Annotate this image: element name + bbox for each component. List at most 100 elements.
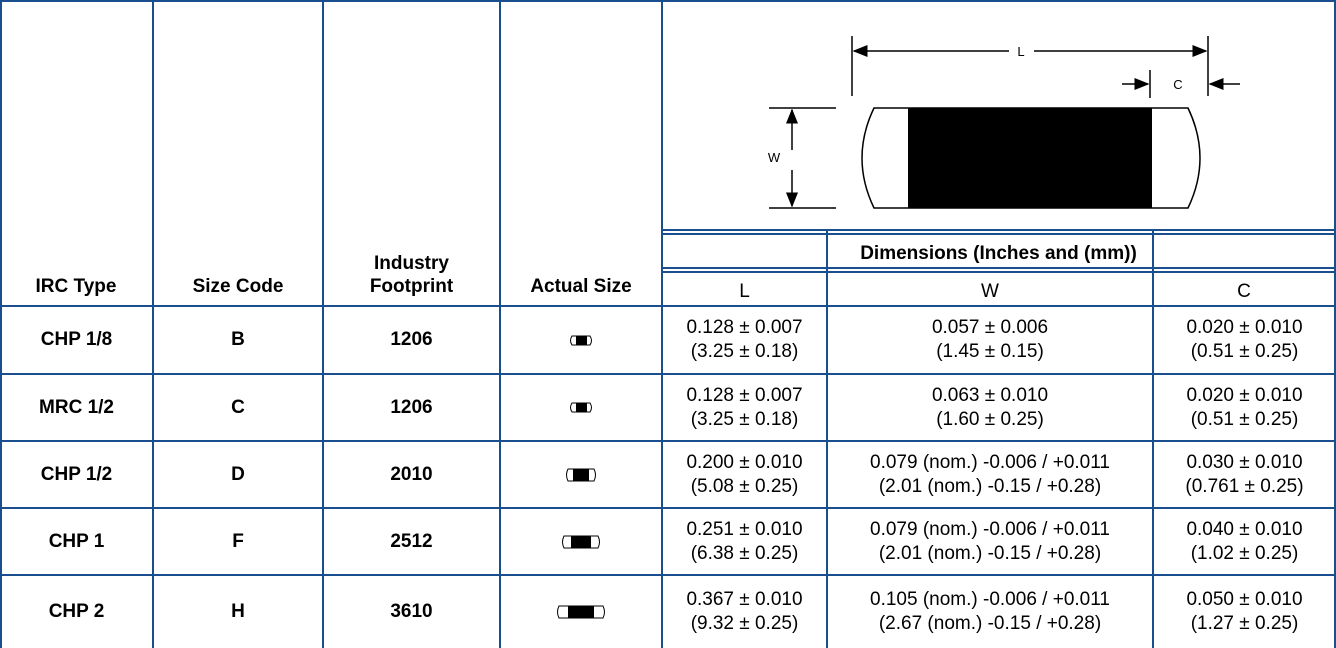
c-mm: (0.761 ± 0.25) xyxy=(1185,475,1304,497)
header-actual-size-label: Actual Size xyxy=(530,276,632,297)
cell-dim-c: 0.030 ± 0.010 (0.761 ± 0.25) xyxy=(1153,441,1336,508)
size-code-value: C xyxy=(231,396,245,418)
c-mm: (1.02 ± 0.25) xyxy=(1190,542,1299,564)
irc-type-value: CHP 1/8 xyxy=(40,329,113,350)
cell-footprint: 2512 xyxy=(323,508,500,575)
cell-footprint: 3610 xyxy=(323,575,500,648)
l-mm: (6.38 ± 0.25) xyxy=(690,542,799,564)
table-row: CHP 1/2 D 2010 0.200 ± 0.010 (5.08 ± 0.25) 0… xyxy=(0,441,1336,508)
w-mm: (2.01 (nom.) -0.15 / +0.28) xyxy=(878,475,1102,497)
cell-irc-type: CHP 1/2 xyxy=(0,441,153,508)
irc-type-value: CHP 2 xyxy=(48,600,105,622)
header-size-code-label: Size Code xyxy=(192,276,284,297)
c-inches: 0.020 ± 0.010 xyxy=(1186,317,1303,338)
header-col-w: W xyxy=(827,272,1154,310)
cell-dim-l: 0.128 ± 0.007 (3.25 ± 0.18) xyxy=(662,306,827,374)
w-inches: 0.079 (nom.) -0.006 / +0.011 xyxy=(870,518,1110,540)
header-dimensions: Dimensions (Inches and (mm)) xyxy=(662,234,1334,273)
cell-actual-size xyxy=(500,575,662,648)
header-col-c-label: C xyxy=(1237,280,1251,302)
label-c: C xyxy=(1173,77,1182,92)
header-row-columns: L W C xyxy=(0,272,1334,310)
irc-type-value: MRC 1/2 xyxy=(39,396,114,418)
header-irc-type-label: IRC Type xyxy=(35,276,117,297)
cell-dim-l: 0.251 ± 0.010 (6.38 ± 0.25) xyxy=(662,508,827,575)
header-footprint: Industry Footprint xyxy=(323,0,501,310)
cell-irc-type: MRC 1/2 xyxy=(0,374,153,441)
dimensions-table: IRC Type Size Code Industry Footprint Ac… xyxy=(0,0,1334,310)
cell-size-code: H xyxy=(153,575,323,648)
w-mm: (2.67 (nom.) -0.15 / +0.28) xyxy=(878,612,1102,634)
cell-size-code: B xyxy=(153,306,323,374)
l-mm: (3.25 ± 0.18) xyxy=(690,341,799,362)
cell-dim-c: 0.040 ± 0.010 (1.02 ± 0.25) xyxy=(1153,508,1336,575)
size-code-value: F xyxy=(232,530,244,552)
header-dimensions-label: Dimensions (Inches and (mm)) xyxy=(860,242,1137,264)
cell-size-code: D xyxy=(153,441,323,508)
label-w: W xyxy=(767,150,780,165)
l-mm: (5.08 ± 0.25) xyxy=(690,475,799,497)
l-inches: 0.200 ± 0.010 xyxy=(686,451,803,473)
cell-footprint: 1206 xyxy=(323,374,500,441)
size-code-value: D xyxy=(231,463,245,485)
cell-dim-l: 0.200 ± 0.010 (5.08 ± 0.25) xyxy=(662,441,827,508)
l-mm: (3.25 ± 0.18) xyxy=(690,408,799,430)
table-row: MRC 1/2 C 1206 0.128 ± 0.007 (3.25 ± 0.18) 0… xyxy=(0,374,1336,441)
cell-dim-c: 0.020 ± 0.010 (0.51 ± 0.25) xyxy=(1153,374,1336,441)
header-row-dimensions: Dimensions (Inches and (mm)) xyxy=(0,234,1334,273)
resistor-body xyxy=(907,108,1152,208)
header-col-l: L xyxy=(662,272,828,310)
table-row: CHP 2 H 3610 0.367 ± 0.010 (9.32 ± 0.25) 0.1… xyxy=(0,575,1336,648)
cell-dim-w: 0.105 (nom.) -0.006 / +0.011 (2.67 (nom.)… xyxy=(827,575,1153,648)
cell-dim-w: 0.063 ± 0.010 (1.60 ± 0.25) xyxy=(827,374,1153,441)
resistor-actual-size-icon xyxy=(570,335,592,345)
footprint-value: 3610 xyxy=(390,600,433,622)
cell-dim-l: 0.367 ± 0.010 (9.32 ± 0.25) xyxy=(662,575,827,648)
w-mm: (1.60 ± 0.25) xyxy=(936,408,1044,430)
resistor-diagram: L C W xyxy=(767,36,1240,209)
resistor-actual-size-icon xyxy=(570,402,592,413)
cell-actual-size xyxy=(500,508,662,575)
w-inches: 0.105 (nom.) -0.006 / +0.011 xyxy=(870,588,1110,610)
cell-actual-size xyxy=(500,306,662,374)
resistor-actual-size-icon xyxy=(566,468,596,481)
cell-actual-size xyxy=(500,441,662,508)
header-footprint-line1: Industry xyxy=(374,253,449,274)
cell-dim-c: 0.050 ± 0.010 (1.27 ± 0.25) xyxy=(1153,575,1336,648)
w-inches: 0.057 ± 0.006 xyxy=(931,317,1049,338)
cell-irc-type: CHP 1/8 xyxy=(0,306,153,374)
c-inches: 0.030 ± 0.010 xyxy=(1186,451,1303,473)
w-mm: (2.01 (nom.) -0.15 / +0.28) xyxy=(878,542,1102,564)
cell-irc-type: CHP 2 xyxy=(0,575,153,648)
l-inches: 0.367 ± 0.010 xyxy=(686,588,803,610)
size-code-value: H xyxy=(231,600,245,622)
w-inches: 0.063 ± 0.010 xyxy=(931,384,1049,406)
cell-size-code: F xyxy=(153,508,323,575)
header-irc-type: IRC Type xyxy=(0,0,154,310)
header-col-c: C xyxy=(1153,272,1334,310)
cell-dim-w: 0.079 (nom.) -0.006 / +0.011 (2.01 (nom.)… xyxy=(827,441,1153,508)
table-row: CHP 1 F 2512 0.251 ± 0.010 (6.38 ± 0.25) 0.0… xyxy=(0,508,1336,575)
header-actual-size: Actual Size xyxy=(500,0,663,310)
c-inches: 0.040 ± 0.010 xyxy=(1186,518,1303,540)
l-inches: 0.128 ± 0.007 xyxy=(686,384,803,406)
l-inches: 0.128 ± 0.007 xyxy=(686,317,803,338)
c-mm: (0.51 ± 0.25) xyxy=(1190,408,1299,430)
header-footprint-line2: Footprint xyxy=(369,276,454,297)
cell-dim-w: 0.057 ± 0.006 (1.45 ± 0.15) xyxy=(827,306,1153,374)
irc-type-value: CHP 1/2 xyxy=(40,463,113,485)
cell-dim-l: 0.128 ± 0.007 (3.25 ± 0.18) xyxy=(662,374,827,441)
w-inches: 0.079 (nom.) -0.006 / +0.011 xyxy=(870,451,1110,473)
footprint-value: 2512 xyxy=(390,530,433,552)
resistor-diagram-cell: L C W xyxy=(662,0,1334,235)
cell-footprint: 2010 xyxy=(323,441,500,508)
footprint-value: 1206 xyxy=(390,396,433,418)
cell-size-code: C xyxy=(153,374,323,441)
label-l: L xyxy=(1017,44,1024,59)
resistor-actual-size-icon xyxy=(562,535,600,548)
c-inches: 0.050 ± 0.010 xyxy=(1186,588,1303,610)
header-col-l-label: L xyxy=(739,280,750,302)
cell-irc-type: CHP 1 xyxy=(0,508,153,575)
cell-dim-c: 0.020 ± 0.010 (0.51 ± 0.25) xyxy=(1153,306,1336,374)
